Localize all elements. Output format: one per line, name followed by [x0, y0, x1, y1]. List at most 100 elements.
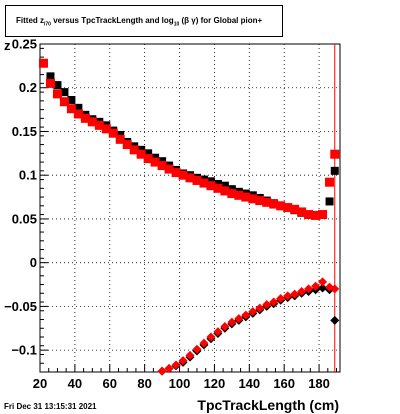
red-diamond-point	[185, 350, 195, 360]
red-diamond-point	[157, 366, 167, 376]
red-square-point	[318, 210, 328, 220]
black-square-point	[46, 72, 55, 81]
red-square-point	[311, 210, 321, 220]
red-square-point	[45, 78, 55, 88]
red-diamond-point	[269, 297, 279, 307]
title-z-subscript: l70	[44, 21, 51, 28]
black-square-point	[144, 149, 153, 158]
red-diamond-point	[192, 344, 202, 354]
red-square-point	[171, 168, 181, 178]
red-square-point	[157, 161, 167, 171]
red-square-point	[122, 140, 132, 150]
red-square-point	[73, 109, 83, 119]
black-square-point	[67, 95, 76, 104]
y-tick-label: 0.15	[12, 124, 37, 139]
red-square-point	[206, 181, 216, 191]
red-square-point	[283, 203, 293, 213]
x-axis-label: TpcTrackLength (cm)	[197, 397, 339, 413]
red-square-point	[150, 157, 160, 167]
red-square-point	[143, 154, 153, 164]
red-square-point	[241, 192, 251, 202]
x-tick-label: 100	[169, 376, 191, 391]
red-square-point	[129, 145, 139, 155]
red-diamond-point	[325, 282, 335, 292]
red-diamond-point	[311, 281, 321, 291]
title-part-versus: versus TpcTrackLength and log	[53, 16, 174, 25]
red-square-point	[136, 149, 146, 159]
red-square-point	[330, 149, 340, 159]
red-square-point	[234, 190, 244, 200]
red-diamond-point	[220, 322, 230, 332]
red-diamond-point	[330, 284, 340, 294]
red-diamond-point	[164, 364, 174, 374]
red-diamond-point	[171, 360, 181, 370]
red-square-point	[178, 170, 188, 180]
red-square-point	[269, 199, 279, 209]
red-square-point	[101, 124, 111, 134]
red-square-point	[248, 194, 258, 204]
red-square-point	[213, 183, 223, 193]
red-diamond-point	[248, 307, 258, 317]
x-tick-label: 60	[103, 376, 117, 391]
title-greek: (β γ)	[181, 16, 199, 25]
y-tick-label: 0.05	[12, 211, 37, 226]
y-tick-label: 0.1	[19, 168, 37, 183]
y-tick-label: −0.1	[11, 343, 37, 358]
x-tick-label: 140	[238, 376, 260, 391]
x-tick-label: 40	[68, 376, 82, 391]
x-tick-label: 160	[273, 376, 295, 391]
red-square-point	[87, 117, 97, 127]
red-square-point	[108, 128, 118, 138]
red-diamond-point	[304, 284, 314, 294]
red-square-point	[94, 120, 104, 130]
red-square-point	[192, 175, 202, 185]
red-square-point	[59, 97, 69, 107]
title-log-subscript: 10	[173, 21, 180, 28]
red-square-point	[164, 164, 174, 174]
chart-title-box: Fitted zl70 versus TpcTrackLength and lo…	[5, 5, 283, 37]
y-tick-label: 0.25	[12, 37, 37, 52]
red-diamond-point	[234, 314, 244, 324]
plot-frame	[39, 43, 341, 373]
red-square-point	[325, 177, 335, 187]
red-diamond-point	[290, 289, 300, 299]
x-tick-label: 180	[308, 376, 330, 391]
x-tick-label: 120	[204, 376, 226, 391]
y-axis-label: z	[4, 38, 11, 53]
black-diamond-point	[330, 315, 340, 325]
black-square-point	[53, 81, 62, 90]
red-diamond-point	[199, 338, 209, 348]
red-diamond-point	[255, 303, 265, 313]
red-square-point	[276, 201, 286, 211]
red-square-point	[227, 189, 237, 199]
title-z-symbol: z	[40, 16, 45, 25]
red-square-point	[220, 186, 230, 196]
red-square-point	[297, 207, 307, 217]
red-diamond-point	[241, 310, 251, 320]
black-square-point	[74, 103, 83, 112]
red-diamond-point	[178, 356, 188, 366]
footer-timestamp: Fri Dec 31 13:15:31 2021	[4, 402, 97, 411]
red-square-point	[304, 210, 314, 220]
red-diamond-point	[206, 332, 216, 342]
title-part-fitted: Fitted	[16, 16, 38, 25]
y-tick-label: 0	[30, 255, 37, 270]
red-diamond-point	[318, 277, 328, 287]
red-diamond-point	[213, 327, 223, 337]
red-square-point	[262, 197, 272, 207]
y-tick-label: −0.05	[4, 299, 37, 314]
red-square-point	[290, 204, 300, 214]
black-diamond-point	[318, 283, 328, 293]
red-square-point	[52, 89, 62, 99]
x-tick-label: 20	[33, 376, 47, 391]
red-square-point	[66, 104, 76, 114]
chart-title: Fitted zl70 versus TpcTrackLength and lo…	[16, 16, 262, 28]
black-square-point	[330, 166, 339, 175]
y-tick-label: 0.2	[19, 80, 37, 95]
red-square-point	[38, 58, 48, 68]
red-square-point	[185, 173, 195, 183]
red-square-point	[255, 196, 265, 206]
black-square-point	[325, 197, 334, 206]
red-square-point	[115, 134, 125, 144]
